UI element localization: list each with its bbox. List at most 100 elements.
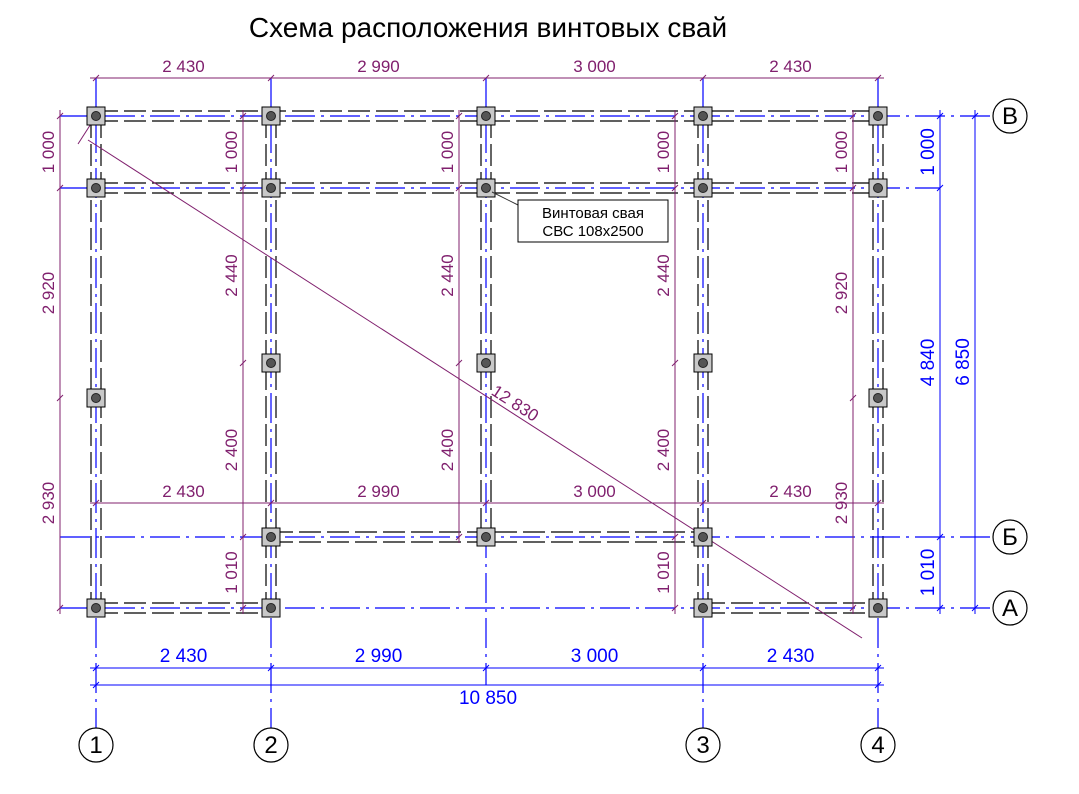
dimension-tick — [849, 184, 857, 192]
dimension-tick — [239, 184, 247, 192]
diagonal-label: 12 830 — [488, 381, 542, 425]
dimension-tick — [482, 74, 490, 82]
pile-shaft — [91, 603, 101, 613]
axis-row-label: А — [1002, 595, 1018, 622]
dimension-tick — [239, 359, 247, 367]
pile-shaft — [91, 111, 101, 121]
axis-bubble — [253, 727, 289, 763]
dimension-tick — [699, 74, 707, 82]
pile-shaft — [698, 358, 708, 368]
dimension-tick — [971, 112, 979, 120]
pile-shaft — [698, 183, 708, 193]
dimension-label: 1 000 — [918, 128, 939, 176]
pile-shaft — [481, 532, 491, 542]
dimension-tick — [936, 184, 944, 192]
dimension-label: 2 440 — [654, 254, 673, 297]
dimension-tick — [92, 681, 100, 689]
dimension-label: 1 010 — [222, 551, 241, 594]
dimension-tick — [455, 184, 463, 192]
axis-row-label: В — [1002, 103, 1018, 130]
dimension-tick — [874, 499, 882, 507]
dimension-tick — [455, 359, 463, 367]
pile-shaft — [481, 183, 491, 193]
dimension-tick — [482, 664, 490, 672]
dimension-label: 2 930 — [39, 482, 58, 525]
pile-shaft — [873, 603, 883, 613]
dimension-label: 2 400 — [438, 429, 457, 472]
dimension-label: 3 000 — [573, 57, 616, 76]
dimension-tick — [671, 184, 679, 192]
dimension-label: 1 000 — [654, 131, 673, 174]
dimension-tick — [56, 112, 64, 120]
pile-shaft — [873, 393, 883, 403]
dimension-tick — [874, 74, 882, 82]
axis-col-label: 4 — [871, 732, 884, 759]
dimension-tick — [239, 533, 247, 541]
callout-line1: Винтовая свая — [542, 205, 644, 222]
dimension-tick — [482, 499, 490, 507]
dimension-tick — [56, 604, 64, 612]
pile-shaft — [481, 111, 491, 121]
dimension-tick — [971, 604, 979, 612]
dimension-label: 2 990 — [357, 482, 400, 501]
dimension-label: 2 430 — [767, 646, 815, 667]
dimension-label: 2 440 — [222, 254, 241, 297]
axis-bubble — [860, 727, 896, 763]
dimension-tick — [699, 499, 707, 507]
dimension-tick — [936, 533, 944, 541]
dimension-tick — [671, 359, 679, 367]
dimension-label: 1 000 — [222, 131, 241, 174]
dimension-tick — [671, 112, 679, 120]
dimension-label: 2 990 — [357, 57, 400, 76]
drawing-title: Схема расположения винтовых свай — [249, 12, 727, 43]
pile-shaft — [481, 358, 491, 368]
pile-shaft — [266, 603, 276, 613]
dimension-label: 2 430 — [162, 482, 205, 501]
pile-shaft — [266, 111, 276, 121]
axis-col-label: 1 — [89, 732, 102, 759]
callout-line2: СВС 108x2500 — [542, 223, 643, 240]
pile-shaft — [698, 532, 708, 542]
pile-shaft — [266, 532, 276, 542]
dimension-tick — [455, 112, 463, 120]
dimension-label: 2 430 — [160, 646, 208, 667]
pile-shaft — [698, 603, 708, 613]
dimension-tick — [671, 604, 679, 612]
pile-shaft — [266, 183, 276, 193]
dimension-label: 3 000 — [573, 482, 616, 501]
dimension-tick — [849, 112, 857, 120]
dimension-label: 1 000 — [438, 131, 457, 174]
dimension-label: 2 920 — [39, 272, 58, 315]
dimension-tick — [849, 394, 857, 402]
dimension-tick — [267, 664, 275, 672]
diagonal-dimension — [87, 139, 863, 639]
pile-shaft — [873, 111, 883, 121]
axis-bubble — [992, 519, 1028, 555]
dimension-tick — [699, 664, 707, 672]
dimension-label: 2 400 — [654, 429, 673, 472]
dimension-label: 1 000 — [832, 131, 851, 174]
dimension-tick — [239, 604, 247, 612]
dimension-label: 2 430 — [769, 57, 812, 76]
dimension-tick — [92, 74, 100, 82]
dimension-tick — [874, 681, 882, 689]
dimension-label: 1 010 — [918, 549, 939, 597]
dimension-tick — [936, 604, 944, 612]
dimension-tick — [455, 533, 463, 541]
axis-bubble — [992, 98, 1028, 134]
dimension-tick — [92, 499, 100, 507]
dimension-label: 3 000 — [571, 646, 619, 667]
dimension-tick — [56, 394, 64, 402]
dimension-tick — [671, 533, 679, 541]
dimension-label: 2 930 — [832, 482, 851, 525]
dimension-label: 1 010 — [654, 551, 673, 594]
pile-shaft — [266, 358, 276, 368]
axis-row-label: Б — [1002, 524, 1018, 551]
dimension-tick — [239, 112, 247, 120]
pile-callout: Винтовая свая СВС 108x2500 — [491, 191, 669, 243]
axis-bubble — [78, 727, 114, 763]
pile-shaft — [91, 393, 101, 403]
dimension-tick — [267, 499, 275, 507]
pile-shaft — [873, 183, 883, 193]
